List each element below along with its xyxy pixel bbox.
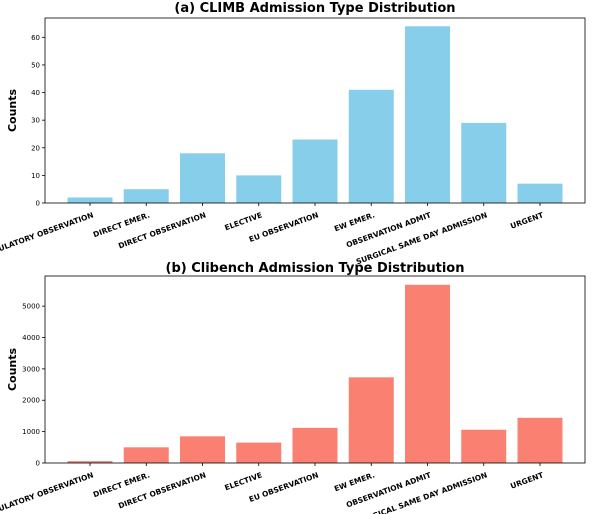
chart-a: (a) CLIMB Admission Type Distribution 0 10… [0, 1, 586, 266]
chart-title: (a) CLIMB Admission Type Distribution [174, 1, 455, 16]
y-axis-label: Counts [6, 348, 19, 392]
y-axis-label: Counts [6, 89, 19, 133]
x-tick-label: EW EMER. [333, 210, 376, 233]
bar-elective [236, 442, 282, 463]
bar-eu-observation [292, 427, 338, 463]
bar-direct-emer [123, 189, 169, 203]
y-tick-label: 30 [31, 117, 40, 125]
bar-surgical-same-day-admission [461, 122, 507, 203]
bar-elective [236, 175, 282, 203]
x-tick-label: ELECTIVE [223, 210, 263, 232]
y-tick-label: 5000 [22, 303, 40, 311]
bar-urgent [517, 183, 563, 203]
bar-ew-emer [348, 89, 394, 203]
y-tick-label: 0 [36, 460, 40, 468]
bar-observation-admit [405, 26, 450, 203]
chart-title: (b) Clibench Admission Type Distribution [166, 261, 465, 276]
y-tick-label: 20 [31, 144, 40, 152]
bar-observation-admit [405, 284, 450, 463]
y-tick-label: 1000 [22, 428, 40, 436]
y-tick-label: 3000 [22, 365, 40, 373]
x-tick-label: URGENT [509, 210, 545, 231]
y-tick-label: 10 [31, 172, 40, 180]
x-tick-label: AMBULATORY OBSERVATION [0, 210, 95, 259]
bar-eu-observation [292, 139, 338, 203]
x-tick-label: URGENT [509, 470, 545, 491]
y-tick-label: 50 [31, 61, 40, 69]
bar-direct-observation [180, 436, 225, 463]
bar-direct-observation [180, 153, 225, 203]
x-tick-label: ELECTIVE [223, 470, 263, 492]
bar-ambulatory-observation [67, 461, 113, 463]
bar-direct-emer [123, 447, 169, 463]
y-tick-label: 2000 [22, 397, 40, 405]
y-tick-label: 4000 [22, 334, 40, 342]
x-tick-label: EW EMER. [333, 470, 376, 493]
y-tick-label: 40 [31, 89, 40, 97]
y-tick-label: 60 [31, 34, 40, 42]
bar-ew-emer [348, 377, 394, 463]
bar-ambulatory-observation [67, 197, 113, 203]
chart-b: (b) Clibench Admission Type Distribution… [0, 261, 586, 514]
y-tick-label: 0 [36, 200, 40, 208]
x-tick-label: AMBULATORY OBSERVATION [0, 470, 95, 514]
bar-urgent [517, 417, 563, 463]
bar-surgical-same-day-admission [461, 429, 507, 463]
